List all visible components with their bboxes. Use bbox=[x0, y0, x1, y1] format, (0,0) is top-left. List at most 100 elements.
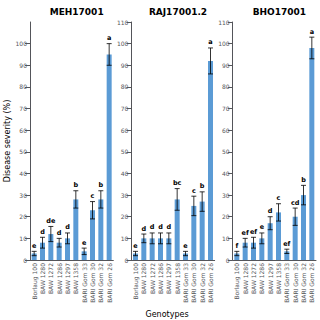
svg-text:BARI Gom 30: BARI Gom 30 bbox=[190, 263, 197, 303]
svg-text:d: d bbox=[158, 223, 163, 231]
svg-text:d: d bbox=[65, 223, 70, 231]
svg-text:BARI Gom 33: BARI Gom 33 bbox=[81, 263, 88, 303]
svg-text:20: 20 bbox=[222, 213, 230, 220]
svg-text:80: 80 bbox=[19, 83, 27, 90]
svg-text:e: e bbox=[260, 223, 265, 231]
svg-text:BAW 1358: BAW 1358 bbox=[72, 263, 79, 294]
svg-text:40: 40 bbox=[121, 170, 129, 177]
svg-text:0: 0 bbox=[23, 257, 27, 264]
svg-text:110: 110 bbox=[218, 19, 230, 26]
svg-text:50: 50 bbox=[222, 148, 230, 155]
svg-text:BAW 1272: BAW 1272 bbox=[250, 263, 257, 294]
svg-text:BAW 1280: BAW 1280 bbox=[242, 263, 249, 294]
svg-text:c: c bbox=[192, 187, 196, 195]
svg-text:e: e bbox=[133, 242, 138, 250]
svg-text:b: b bbox=[74, 181, 79, 189]
svg-text:c: c bbox=[91, 192, 95, 200]
svg-text:10: 10 bbox=[19, 235, 27, 242]
svg-text:30: 30 bbox=[121, 192, 129, 199]
svg-text:0: 0 bbox=[125, 257, 129, 264]
svg-text:0: 0 bbox=[226, 257, 230, 264]
svg-text:b: b bbox=[99, 181, 104, 189]
svg-text:b: b bbox=[200, 182, 205, 190]
svg-text:e: e bbox=[82, 239, 87, 247]
svg-text:bc: bc bbox=[173, 179, 182, 187]
svg-text:de: de bbox=[46, 217, 56, 225]
svg-text:20: 20 bbox=[121, 213, 129, 220]
svg-text:BARI Gom 26: BARI Gom 26 bbox=[308, 263, 315, 303]
svg-text:BAW 1297: BAW 1297 bbox=[64, 263, 71, 294]
svg-text:Genotypes: Genotypes bbox=[145, 310, 188, 319]
svg-text:BARI Gom 32: BARI Gom 32 bbox=[300, 263, 307, 303]
svg-text:10: 10 bbox=[222, 235, 230, 242]
svg-text:d: d bbox=[150, 223, 155, 231]
svg-text:e: e bbox=[32, 242, 37, 250]
svg-text:BAW 1358: BAW 1358 bbox=[275, 263, 282, 294]
svg-text:BAW 1272: BAW 1272 bbox=[47, 263, 54, 294]
svg-text:d: d bbox=[57, 229, 62, 237]
svg-text:BAW 1286: BAW 1286 bbox=[258, 263, 265, 294]
svg-text:30: 30 bbox=[19, 192, 27, 199]
svg-text:d: d bbox=[167, 223, 172, 231]
svg-text:90: 90 bbox=[121, 62, 129, 69]
svg-text:BARI Gom 32: BARI Gom 32 bbox=[199, 263, 206, 303]
svg-text:ef: ef bbox=[242, 229, 249, 237]
svg-text:100: 100 bbox=[16, 40, 28, 47]
svg-text:40: 40 bbox=[19, 170, 27, 177]
svg-text:40: 40 bbox=[222, 170, 230, 177]
svg-text:BARI Gom 32: BARI Gom 32 bbox=[97, 263, 104, 303]
svg-text:d: d bbox=[40, 228, 45, 236]
svg-text:BAW 1286: BAW 1286 bbox=[56, 263, 63, 294]
svg-text:d: d bbox=[142, 225, 147, 233]
svg-text:e: e bbox=[183, 242, 188, 250]
svg-text:Borlaug 100: Borlaug 100 bbox=[132, 263, 140, 300]
svg-text:a: a bbox=[208, 38, 212, 46]
svg-text:10: 10 bbox=[121, 235, 129, 242]
svg-text:90: 90 bbox=[222, 62, 230, 69]
svg-text:100: 100 bbox=[218, 40, 230, 47]
svg-text:BAW 1358: BAW 1358 bbox=[174, 263, 181, 294]
svg-text:BAW 1272: BAW 1272 bbox=[149, 263, 156, 294]
svg-text:Disease severity (%): Disease severity (%) bbox=[3, 100, 12, 183]
svg-text:50: 50 bbox=[121, 148, 129, 155]
svg-text:Borlaug 100: Borlaug 100 bbox=[233, 263, 241, 300]
svg-text:d: d bbox=[268, 207, 273, 215]
svg-text:ef: ef bbox=[250, 228, 257, 236]
svg-text:70: 70 bbox=[19, 105, 27, 112]
svg-text:BARI Gom 33: BARI Gom 33 bbox=[182, 263, 189, 303]
svg-text:b: b bbox=[301, 176, 306, 184]
svg-text:MEH17001: MEH17001 bbox=[50, 7, 104, 17]
svg-text:BAW 1286: BAW 1286 bbox=[157, 263, 164, 294]
svg-text:90: 90 bbox=[19, 62, 27, 69]
svg-text:BARI Gom 30: BARI Gom 30 bbox=[292, 263, 299, 303]
svg-text:50: 50 bbox=[19, 148, 27, 155]
svg-text:ef: ef bbox=[283, 240, 290, 248]
svg-text:a: a bbox=[107, 34, 111, 42]
svg-text:BHO17001: BHO17001 bbox=[253, 7, 306, 17]
svg-text:BARI Gom 33: BARI Gom 33 bbox=[283, 263, 290, 303]
svg-text:f: f bbox=[235, 242, 238, 250]
svg-text:a: a bbox=[310, 28, 314, 36]
svg-text:80: 80 bbox=[222, 83, 230, 90]
svg-text:BARI Gom 30: BARI Gom 30 bbox=[89, 263, 96, 303]
svg-text:BAW 1280: BAW 1280 bbox=[140, 263, 147, 294]
svg-text:60: 60 bbox=[222, 127, 230, 134]
svg-text:c: c bbox=[277, 194, 281, 202]
svg-text:70: 70 bbox=[222, 105, 230, 112]
svg-text:RAJ17001.2: RAJ17001.2 bbox=[149, 7, 207, 17]
svg-text:BAW 1280: BAW 1280 bbox=[39, 263, 46, 294]
svg-text:20: 20 bbox=[19, 213, 27, 220]
svg-text:80: 80 bbox=[121, 83, 129, 90]
svg-text:Borlaug 100: Borlaug 100 bbox=[31, 263, 39, 300]
svg-text:100: 100 bbox=[117, 40, 129, 47]
svg-text:70: 70 bbox=[121, 105, 129, 112]
svg-text:60: 60 bbox=[19, 127, 27, 134]
svg-text:BARI Gom 26: BARI Gom 26 bbox=[207, 263, 214, 303]
svg-text:BAW 1297: BAW 1297 bbox=[267, 263, 274, 294]
svg-text:60: 60 bbox=[121, 127, 129, 134]
svg-text:BARI Gom 26: BARI Gom 26 bbox=[106, 263, 113, 303]
svg-text:cd: cd bbox=[291, 199, 300, 207]
svg-text:BAW 1297: BAW 1297 bbox=[165, 263, 172, 294]
svg-text:30: 30 bbox=[222, 192, 230, 199]
svg-text:110: 110 bbox=[117, 19, 129, 26]
